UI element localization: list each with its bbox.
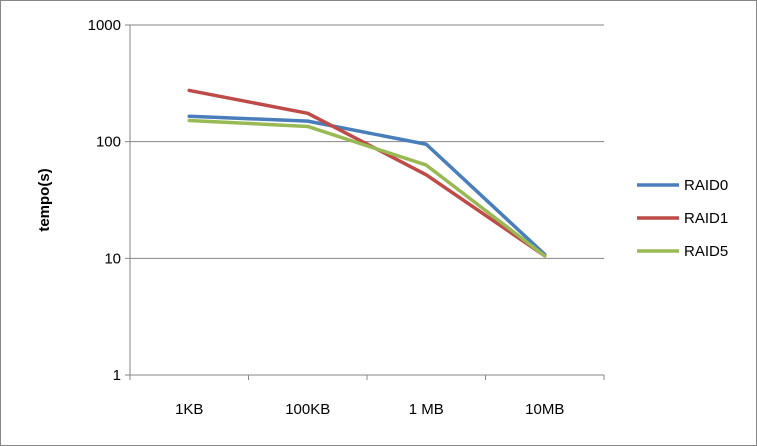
legend-label-raid0: RAID0 <box>684 177 728 194</box>
series-line-raid0 <box>187 114 547 257</box>
x-tick-label: 10MB <box>525 401 564 418</box>
legend-label-raid1: RAID1 <box>684 210 728 227</box>
x-tick-label: 1 MB <box>409 401 444 418</box>
y-tick-label: 10 <box>104 250 121 267</box>
gridlines <box>130 24 604 376</box>
y-tick-label: 1 <box>113 367 121 384</box>
legend-label-raid5: RAID5 <box>684 243 728 260</box>
axes <box>125 24 605 380</box>
series-line-raid5 <box>187 118 547 258</box>
x-tick-label: 100KB <box>285 401 330 418</box>
y-tick-label: 1000 <box>88 17 121 34</box>
series-lines <box>187 88 547 258</box>
x-tick-label: 1KB <box>175 401 203 418</box>
x-tick-labels: 1KB 100KB 1 MB 10MB <box>175 401 564 418</box>
legend: RAID0 RAID1 RAID5 <box>637 177 728 260</box>
y-tick-labels: 1 10 100 1000 <box>88 17 121 384</box>
series-line-raid1 <box>187 88 547 258</box>
y-axis-title: tempo(s) <box>36 168 53 231</box>
y-tick-label: 100 <box>96 134 121 151</box>
